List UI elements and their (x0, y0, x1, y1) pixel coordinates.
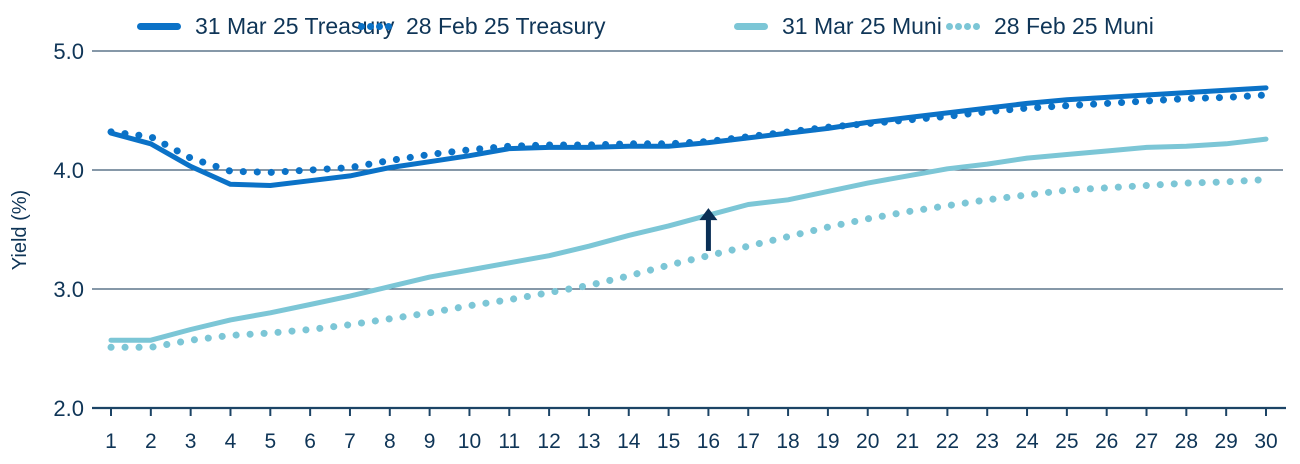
series-lines (107, 85, 1270, 351)
x-tick-label: 5 (264, 430, 276, 453)
x-tick-label: 1 (105, 430, 117, 453)
series-line-28-feb-25-treasury (107, 91, 1270, 176)
x-axis: 1 2 3 4 5 6 7 8 9 10 11 12 13 14 15 16 17 18 19 20 21 22 23 24 2… (92, 406, 1286, 453)
x-tick-label: 6 (304, 430, 316, 453)
legend-label: 28 Feb 25 Treasury (406, 12, 606, 39)
x-tick-label: 14 (617, 430, 641, 453)
x-tick-label: 4 (225, 430, 237, 453)
gridlines (92, 50, 1283, 290)
solid-line-swatch-icon (734, 22, 768, 30)
series-line-31-mar-25-treasury (108, 85, 1269, 188)
x-tick-label: 23 (976, 430, 999, 453)
x-tick-label: 25 (1055, 430, 1078, 453)
y-axis-label: Yield (%) (9, 190, 31, 270)
x-tick-label: 20 (856, 430, 879, 453)
dotted-line-swatch-icon (358, 21, 392, 31)
solid-line-swatch-icon (137, 22, 181, 30)
y-tick-label: 5.0 (53, 39, 84, 64)
x-tick-label: 9 (424, 430, 436, 453)
y-axis-ticks: 2.0 3.0 4.0 5.0 (53, 39, 84, 421)
legend-item-mar-muni: 31 Mar 25 Muni (734, 8, 942, 44)
x-tick-label: 21 (896, 430, 919, 453)
legend-label: 28 Feb 25 Muni (994, 12, 1154, 39)
x-tick-label: 18 (776, 430, 799, 453)
y-tick-label: 4.0 (53, 158, 84, 183)
series-line-28-feb-25-muni (107, 176, 1270, 351)
x-tick-label: 15 (657, 430, 680, 453)
chart-legend: 31 Mar 25 Treasury 28 Feb 25 Treasury 31… (0, 8, 1300, 44)
x-tick-label: 8 (384, 430, 396, 453)
x-tick-label: 29 (1214, 430, 1237, 453)
x-tick-label: 27 (1135, 430, 1158, 453)
x-tick-label: 12 (537, 430, 560, 453)
x-tick-label: 17 (737, 430, 760, 453)
legend-item-mar-treasury: 31 Mar 25 Treasury (137, 8, 394, 44)
legend-label: 31 Mar 25 Muni (782, 12, 942, 39)
x-tick-label: 24 (1015, 430, 1039, 453)
x-tick-label: 2 (145, 430, 157, 453)
y-tick-label: 2.0 (53, 396, 84, 421)
annotation-arrow-icon (699, 208, 718, 251)
series-line-31-mar-25-muni (108, 136, 1269, 343)
x-tick-label: 19 (816, 430, 839, 453)
x-tick-label: 7 (344, 430, 356, 453)
legend-item-feb-treasury: 28 Feb 25 Treasury (358, 8, 605, 44)
x-tick-label: 11 (498, 430, 520, 453)
x-tick-label: 16 (697, 430, 720, 453)
dotted-line-swatch-icon (946, 21, 980, 31)
x-tick-label: 22 (936, 430, 959, 453)
legend-item-feb-muni: 28 Feb 25 Muni (946, 8, 1154, 44)
y-tick-label: 3.0 (53, 277, 84, 302)
x-tick-label: 26 (1095, 430, 1118, 453)
x-tick-label: 10 (458, 430, 481, 453)
x-tick-label: 13 (577, 430, 600, 453)
x-tick-label: 28 (1175, 430, 1198, 453)
x-tick-label: 30 (1254, 430, 1277, 453)
x-tick-label: 3 (185, 430, 197, 453)
arrow-head-icon (699, 208, 718, 221)
